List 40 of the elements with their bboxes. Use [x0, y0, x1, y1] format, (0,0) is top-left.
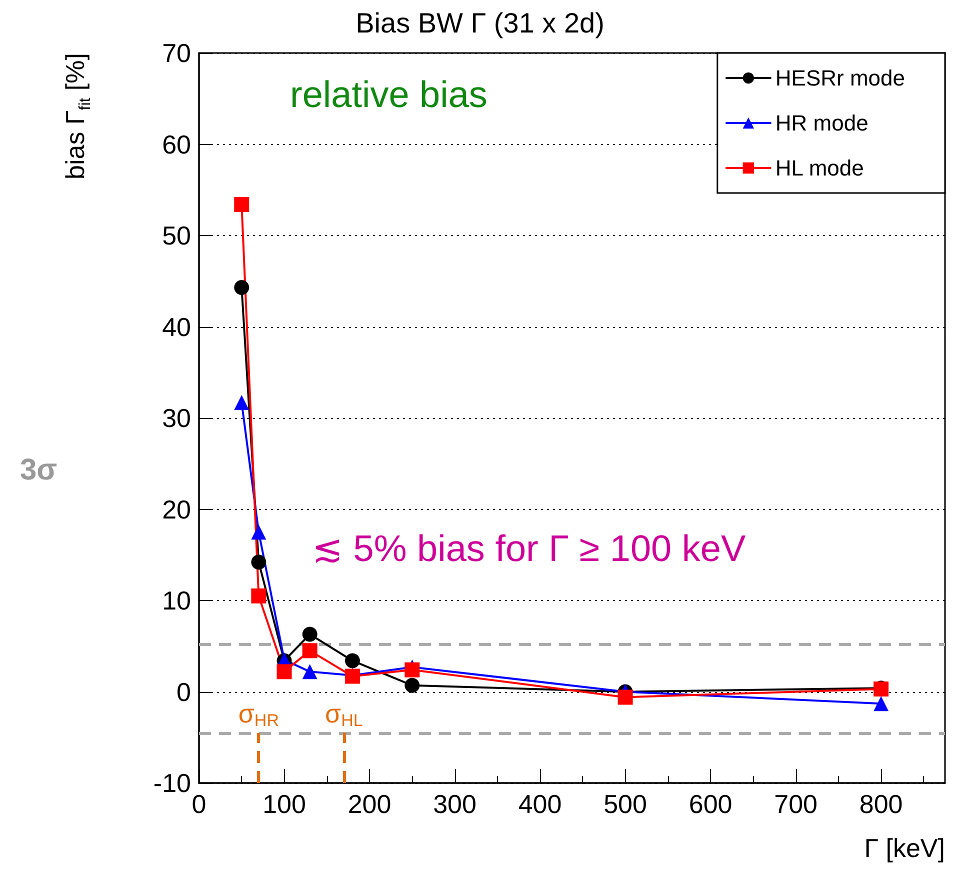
x-tick-label: 200	[348, 789, 392, 819]
point	[874, 696, 889, 712]
y-tick-label: 20	[162, 494, 191, 524]
y-tick-label: 70	[162, 38, 191, 68]
point	[404, 678, 420, 693]
annotation: ≲ 5% bias for Γ ≥ 100 keV	[312, 528, 746, 569]
point	[251, 588, 266, 604]
point	[251, 524, 266, 540]
x-tick-label: 500	[604, 789, 647, 819]
point	[234, 196, 250, 212]
point	[404, 662, 420, 678]
text: 3σ	[20, 454, 58, 486]
point	[234, 280, 250, 296]
x-tick-label: 600	[688, 789, 732, 819]
y-tick-label: -10	[153, 768, 191, 798]
y-tick-label: 60	[162, 129, 191, 160]
point	[302, 643, 318, 658]
point	[618, 690, 633, 705]
point	[251, 554, 266, 570]
y-tick-label: 50	[162, 220, 191, 250]
chart-title: Bias BW Γ (31 x 2d)	[356, 8, 604, 38]
x-tick-label: 800	[859, 789, 903, 819]
annotation: relative bias	[290, 74, 488, 115]
y-tick-label: 30	[162, 403, 191, 433]
point	[234, 394, 250, 410]
x-tick-label: 300	[433, 789, 476, 819]
x-tick-label: 700	[774, 789, 818, 819]
y-tick-label: 0	[176, 676, 191, 707]
point	[302, 626, 318, 642]
x-tick-label: 100	[262, 789, 306, 819]
point	[344, 653, 360, 668]
x-axis-title: Γ [keV]	[864, 833, 945, 863]
legend-label: HESRr mode	[775, 66, 905, 90]
y-tick-label: 40	[162, 312, 191, 342]
point	[276, 664, 292, 680]
x-tick-label: 400	[518, 789, 562, 819]
y-tick-label: 10	[162, 586, 191, 616]
legend-label: HL mode	[775, 156, 864, 180]
point	[302, 664, 318, 680]
legend-label: HR mode	[775, 110, 868, 136]
